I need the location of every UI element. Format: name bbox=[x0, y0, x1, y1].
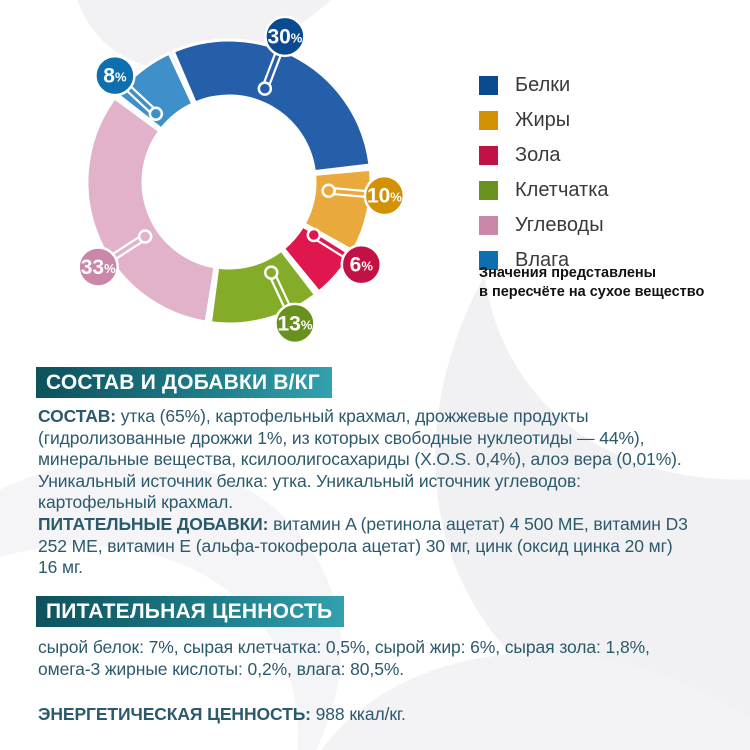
legend-item-5: Влага bbox=[479, 249, 609, 271]
legend-item-4: Углеводы bbox=[479, 214, 609, 236]
legend-label-3: Клетчатка bbox=[515, 179, 609, 201]
section-header-composition: СОСТАВ И ДОБАВКИ В/КГ bbox=[36, 367, 332, 398]
callout-anchor-dot bbox=[137, 229, 153, 244]
percent-label-0: 30% bbox=[267, 25, 302, 48]
callout-anchor-dot bbox=[306, 227, 322, 243]
composition-lines: утка (65%), картофельный крахмал, дрожже… bbox=[38, 406, 682, 513]
percent-label-1: 10% bbox=[367, 185, 402, 208]
nutrition-values-text: сырой белок: 7%, сырая клетчатка: 0,5%, … bbox=[38, 637, 650, 679]
donut-slice-4 bbox=[85, 96, 217, 324]
composition-bold-label: СОСТАВ: bbox=[38, 406, 117, 426]
section-header-nutrition-label: ПИТАТЕЛЬНАЯ ЦЕННОСТЬ bbox=[46, 600, 333, 623]
donut-slice-0 bbox=[171, 38, 372, 174]
legend-note: Значения представлены в пересчёте на сух… bbox=[479, 265, 705, 300]
percent-label-3: 13% bbox=[277, 312, 312, 335]
legend-swatch-5 bbox=[479, 251, 498, 270]
energy-bold-label: ЭНЕРГЕТИЧЕСКАЯ ЦЕННОСТЬ: bbox=[38, 704, 311, 724]
donut-chart: 30% 10% 6% 13% 33% 8% bbox=[77, 15, 406, 345]
percent-bubble-5 bbox=[94, 54, 136, 97]
legend-swatch-1 bbox=[479, 111, 498, 130]
percent-label-5: 8% bbox=[103, 65, 127, 88]
section-header-composition-label: СОСТАВ И ДОБАВКИ В/КГ bbox=[46, 371, 320, 394]
percent-label-4: 33% bbox=[81, 256, 116, 279]
legend-label-4: Углеводы bbox=[515, 214, 604, 236]
callout-anchor-dot bbox=[321, 183, 336, 198]
percent-label-2: 6% bbox=[350, 254, 374, 277]
callout-anchor-dot bbox=[257, 81, 273, 96]
composition-text: СОСТАВ: утка (65%), картофельный крахмал… bbox=[38, 406, 740, 579]
legend-item-1: Жиры bbox=[479, 109, 609, 131]
percent-bubble-3 bbox=[274, 302, 316, 345]
energy-value: 988 ккал/кг. bbox=[310, 704, 406, 724]
section-header-nutrition: ПИТАТЕЛЬНАЯ ЦЕННОСТЬ bbox=[36, 596, 345, 627]
legend-label-0: Белки bbox=[515, 74, 571, 96]
legend-item-0: Белки bbox=[479, 74, 609, 96]
legend-label-5: Влага bbox=[515, 249, 570, 271]
percent-bubble-2 bbox=[340, 243, 383, 286]
additives-bold-label: ПИТАТЕЛЬНЫЕ ДОБАВКИ: bbox=[38, 513, 269, 534]
legend-swatch-2 bbox=[479, 146, 498, 165]
legend-label-2: Зола bbox=[515, 144, 561, 166]
legend-item-2: Зола bbox=[479, 144, 609, 166]
chart-legend: Белки Жиры Зола Клетчатка Углеводы Влага bbox=[479, 74, 609, 271]
callout-anchor-dot bbox=[264, 265, 279, 280]
legend-item-3: Клетчатка bbox=[479, 179, 609, 201]
legend-swatch-0 bbox=[479, 76, 498, 95]
legend-swatch-3 bbox=[479, 181, 498, 200]
additives-lines: витамин A (ретинола ацетат) 4 500 МЕ, ви… bbox=[38, 513, 688, 578]
energy-value-text: ЭНЕРГЕТИЧЕСКАЯ ЦЕННОСТЬ: 988 ккал/кг. bbox=[38, 704, 740, 726]
percent-bubble-0 bbox=[264, 15, 306, 58]
callout-anchor-dot bbox=[148, 106, 164, 122]
legend-label-1: Жиры bbox=[515, 109, 571, 131]
percent-bubble-4 bbox=[77, 246, 119, 288]
legend-swatch-4 bbox=[479, 216, 498, 235]
percent-bubble-1 bbox=[363, 174, 406, 217]
